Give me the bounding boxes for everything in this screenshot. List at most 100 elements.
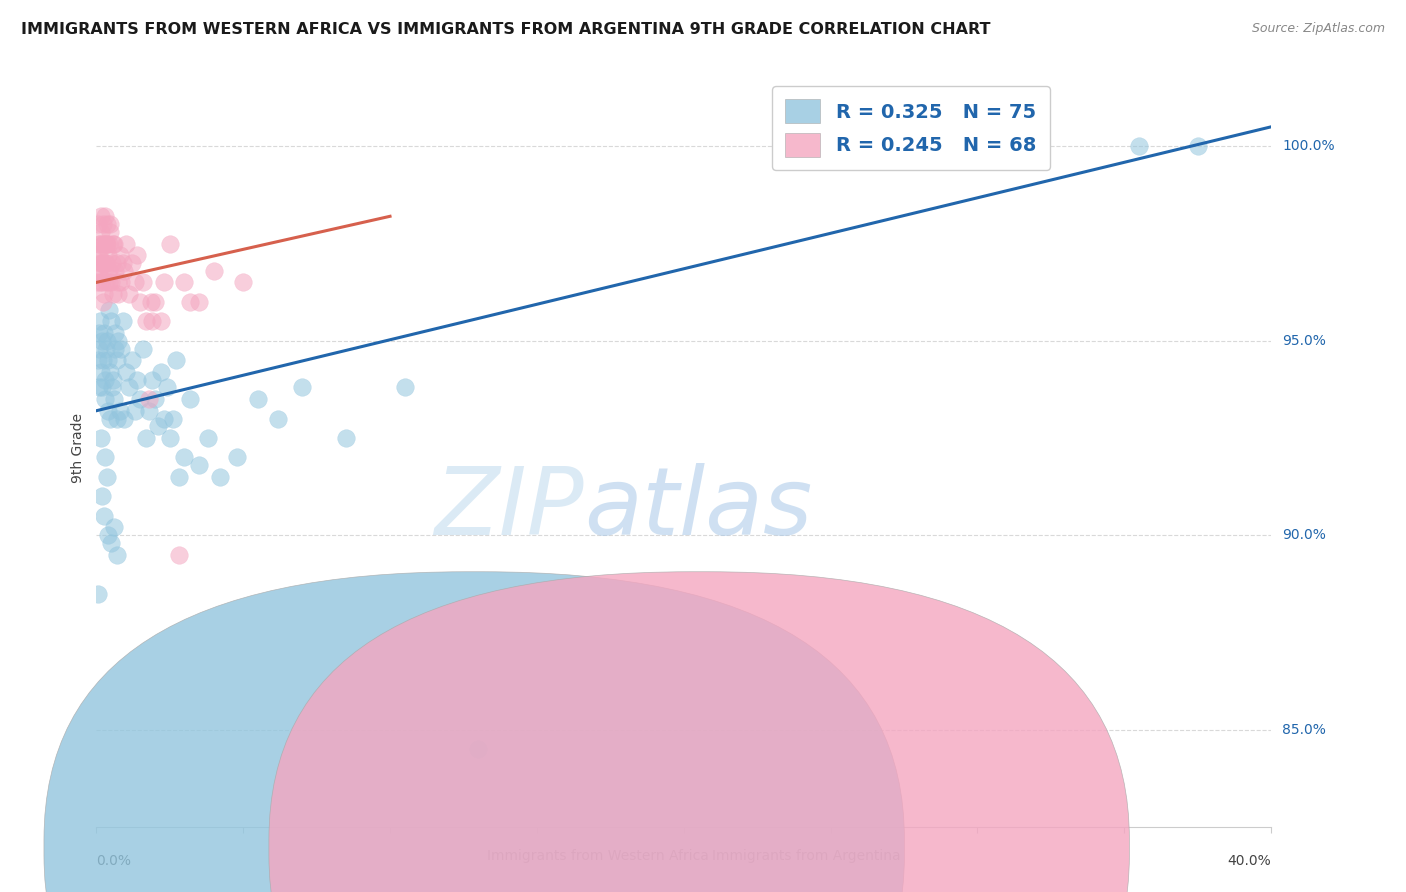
Point (94, 450, 117, 465)
Text: atlas: atlas (583, 463, 813, 554)
Point (96, 217, 118, 231)
Point (98, 276, 121, 290)
Point (87, 353, 110, 368)
Point (108, 403, 131, 417)
Point (103, 520, 125, 534)
Point (87, 217, 110, 231)
Point (208, 470, 231, 484)
Point (1128, 139, 1150, 153)
Point (100, 217, 122, 231)
Point (108, 248, 131, 262)
Point (94, 276, 117, 290)
Point (173, 276, 195, 290)
Point (105, 411, 128, 425)
Point (129, 294, 152, 309)
Point (179, 392, 201, 406)
Point (89, 342, 111, 356)
Point (167, 470, 190, 484)
Point (100, 314, 122, 328)
Point (197, 431, 219, 445)
Point (103, 392, 125, 406)
Point (89, 380, 111, 394)
Point (87, 236, 110, 251)
Point (87, 326, 110, 340)
Point (98, 225, 121, 239)
Point (94, 236, 117, 251)
Point (104, 342, 127, 356)
Point (89, 236, 111, 251)
Point (149, 365, 172, 379)
Point (232, 276, 254, 290)
Point (100, 365, 122, 379)
Point (90, 256, 112, 270)
Point (90, 225, 112, 239)
Point (291, 380, 314, 394)
Point (89, 256, 111, 270)
Point (118, 287, 141, 301)
Point (124, 403, 146, 417)
Text: ZIP: ZIP (434, 463, 583, 554)
Point (335, 431, 357, 445)
Point (100, 536, 122, 550)
Point (246, 392, 269, 406)
Point (96, 470, 118, 484)
Point (111, 314, 134, 328)
Point (267, 411, 290, 425)
Point (110, 342, 132, 356)
Point (143, 294, 166, 309)
Point (135, 431, 157, 445)
Point (90, 365, 112, 379)
Point (149, 314, 172, 328)
Point (89, 264, 111, 278)
Point (90, 276, 112, 290)
Point (467, 742, 489, 756)
Point (96, 334, 118, 348)
Point (110, 276, 132, 290)
Point (87, 248, 110, 262)
Y-axis label: 9th Grade: 9th Grade (72, 413, 86, 483)
Point (97, 353, 120, 368)
Point (96, 264, 118, 278)
Text: 95.0%: 95.0% (1282, 334, 1326, 348)
Point (98, 411, 121, 425)
Point (129, 392, 152, 406)
Text: 85.0%: 85.0% (1282, 723, 1326, 737)
Point (87, 264, 110, 278)
Point (162, 411, 184, 425)
Point (97, 248, 120, 262)
Point (107, 276, 129, 290)
Point (97, 236, 120, 251)
Point (105, 256, 128, 270)
Text: 0.0%: 0.0% (97, 854, 131, 868)
Point (100, 256, 122, 270)
Point (91, 256, 114, 270)
Legend: R = 0.325   N = 75, R = 0.245   N = 68: R = 0.325 N = 75, R = 0.245 N = 68 (772, 86, 1050, 170)
Point (101, 236, 124, 251)
Point (188, 458, 211, 473)
Point (138, 403, 160, 417)
Point (91, 236, 114, 251)
Point (127, 373, 149, 387)
Point (112, 411, 135, 425)
Point (90, 380, 112, 394)
Point (93, 217, 115, 231)
Point (90, 209, 112, 223)
Point (141, 314, 163, 328)
Point (93, 236, 115, 251)
Point (124, 276, 146, 290)
Point (103, 326, 125, 340)
Point (91, 489, 114, 503)
Text: 90.0%: 90.0% (1282, 528, 1326, 542)
Point (173, 450, 195, 465)
Point (96, 236, 118, 251)
Point (97, 528, 120, 542)
Point (135, 314, 157, 328)
Point (87, 248, 110, 262)
Point (159, 236, 181, 251)
Point (104, 264, 127, 278)
Point (188, 294, 211, 309)
Point (114, 365, 136, 379)
Point (91, 334, 114, 348)
Text: IMMIGRANTS FROM WESTERN AFRICA VS IMMIGRANTS FROM ARGENTINA 9TH GRADE CORRELATIO: IMMIGRANTS FROM WESTERN AFRICA VS IMMIGR… (21, 22, 991, 37)
Point (89, 314, 111, 328)
